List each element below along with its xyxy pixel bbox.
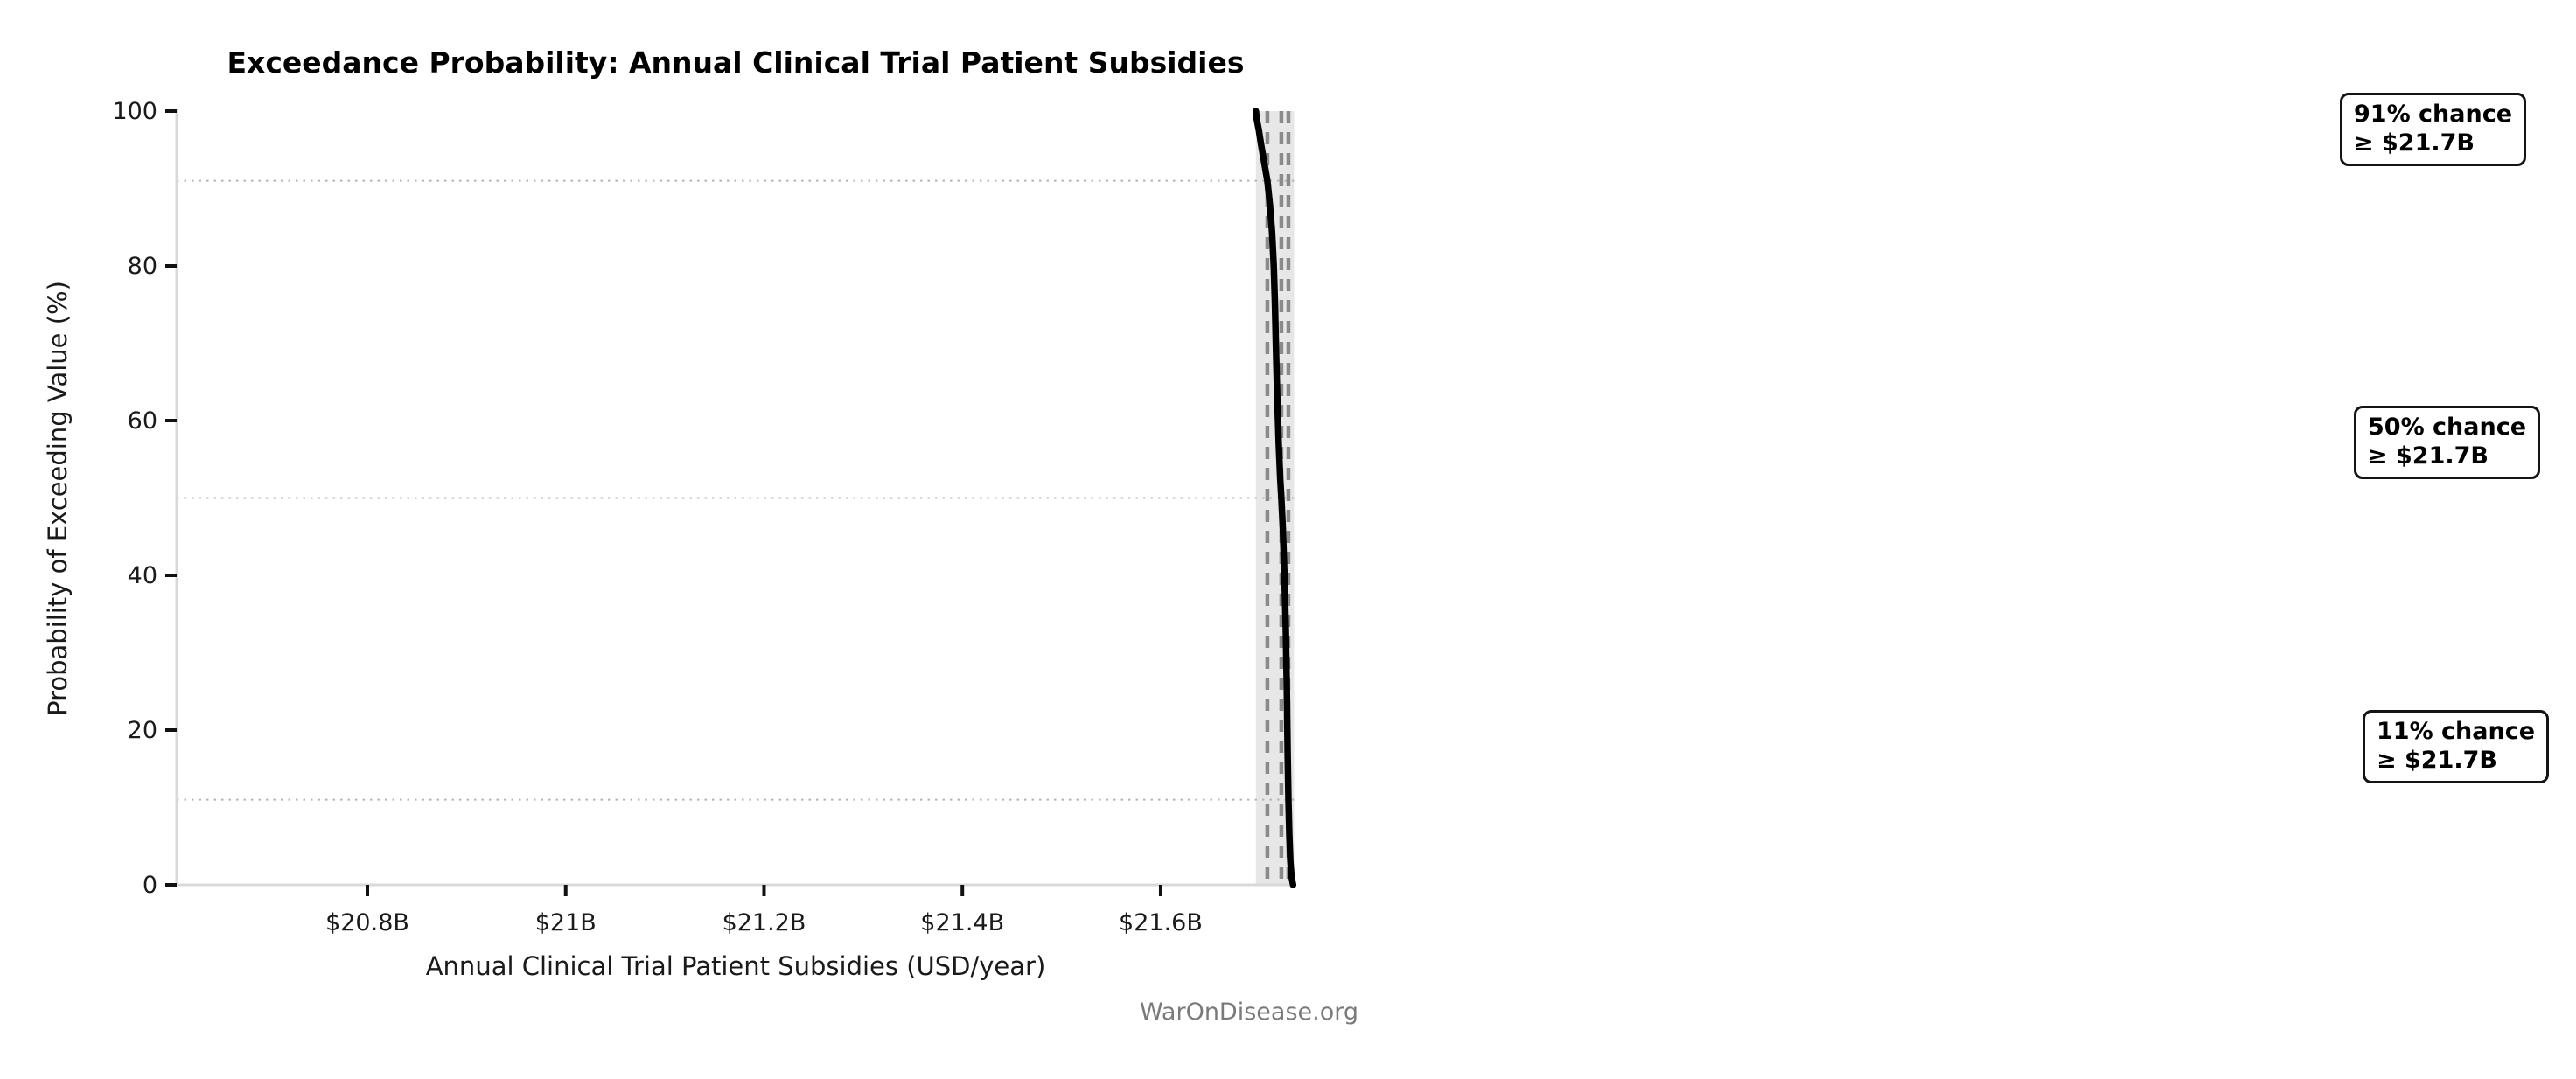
annotation-91pct-chance: 91% chance ≥ $21.7B — [2340, 93, 2527, 166]
annotation-50pct-line2: ≥ $21.7B — [2368, 442, 2489, 470]
annotation-11pct-line2: ≥ $21.7B — [2377, 747, 2498, 774]
annotation-50pct-line1: 50% chance — [2368, 414, 2527, 441]
x-tick-label: $21B — [535, 909, 597, 936]
y-tick-label: 20 — [128, 717, 157, 744]
y-tick-label: 100 — [112, 98, 157, 125]
y-tick-label: 80 — [128, 253, 157, 280]
x-tick-label: $21.4B — [920, 909, 1004, 936]
annotation-11pct-chance: 11% chance ≥ $21.7B — [2363, 710, 2550, 783]
y-tick-label: 0 — [143, 872, 157, 899]
x-tick-label: $21.2B — [723, 909, 806, 936]
annotation-91pct-line1: 91% chance — [2354, 101, 2513, 128]
x-axis-label: Annual Clinical Trial Patient Subsidies … — [425, 951, 1046, 981]
watermark-text: WarOnDisease.org — [1139, 999, 1358, 1026]
x-tick-label: $21.6B — [1119, 909, 1203, 936]
x-tick-label: $20.8B — [325, 909, 409, 936]
annotation-11pct-line1: 11% chance — [2377, 718, 2536, 745]
y-tick-label: 60 — [128, 407, 157, 435]
y-tick-label: 40 — [128, 562, 157, 589]
exceedance-curve — [1253, 108, 1297, 888]
chart-title: Exceedance Probability: Annual Clinical … — [227, 45, 1245, 80]
y-axis-label: Probability of Exceeding Value (%) — [43, 281, 73, 716]
annotation-91pct-line2: ≥ $21.7B — [2354, 129, 2475, 157]
annotation-50pct-chance: 50% chance ≥ $21.7B — [2354, 406, 2541, 479]
